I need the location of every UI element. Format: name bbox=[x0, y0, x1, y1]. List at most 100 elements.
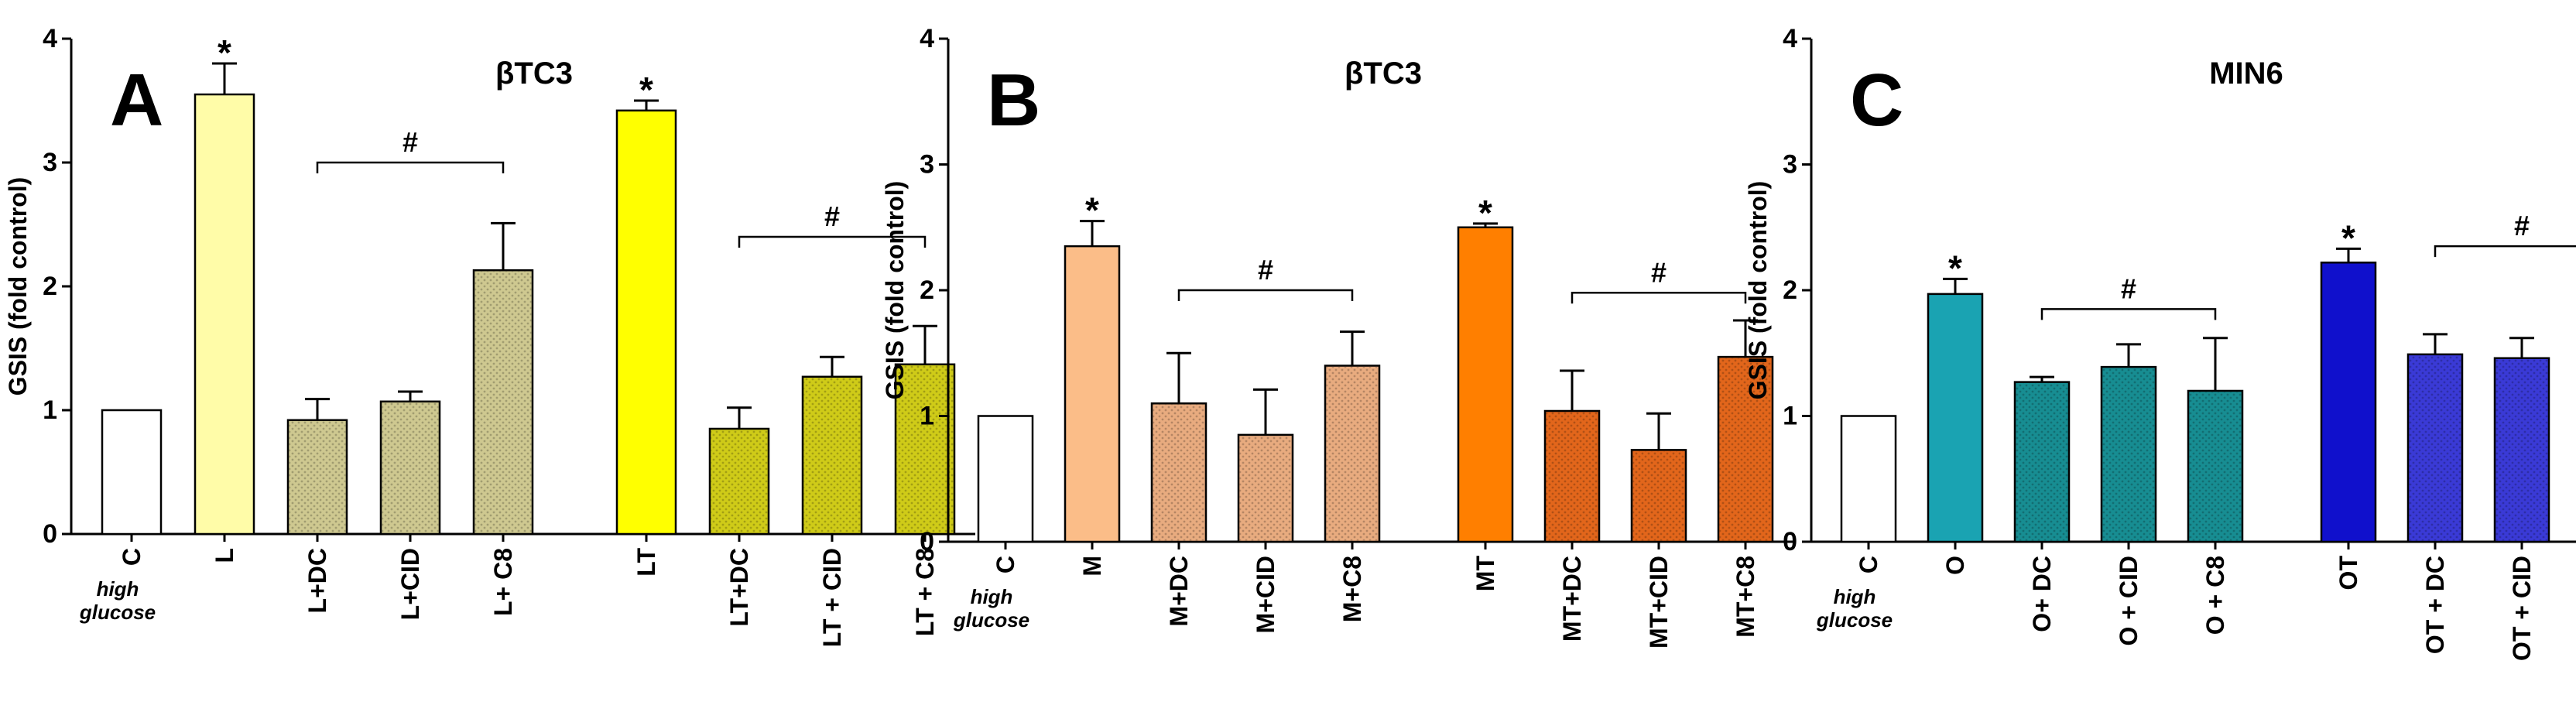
significance-hash: # bbox=[824, 200, 840, 232]
panel-letter: A bbox=[110, 59, 163, 142]
bar bbox=[1840, 415, 1897, 543]
x-tick-label: MT+DC bbox=[1558, 556, 1586, 642]
bar-texture bbox=[2496, 359, 2548, 541]
high-glucose-note: high bbox=[971, 585, 1013, 608]
bar-texture bbox=[1719, 358, 1772, 541]
significance-star: * bbox=[639, 70, 653, 110]
x-tick-label: LT + CID bbox=[818, 548, 846, 647]
y-tick-label: 1 bbox=[43, 395, 57, 425]
significance-hash: # bbox=[2121, 272, 2136, 304]
y-tick-label: 3 bbox=[1783, 150, 1797, 180]
x-tick-label: O bbox=[1941, 556, 1969, 575]
bar-texture bbox=[1632, 450, 1685, 541]
x-tick-label: L+ C8 bbox=[489, 548, 517, 616]
y-tick-label: 4 bbox=[43, 24, 57, 53]
bar-texture bbox=[803, 378, 861, 533]
bar-texture bbox=[2189, 392, 2242, 541]
panel-letter: C bbox=[1850, 59, 1903, 142]
y-tick-label: 3 bbox=[920, 150, 934, 180]
significance-bracket bbox=[1177, 289, 1354, 301]
x-tick-label: M+C8 bbox=[1338, 556, 1366, 622]
x-tick-label: L+DC bbox=[303, 548, 331, 613]
y-tick-label: 0 bbox=[43, 519, 57, 549]
significance-bracket bbox=[2434, 245, 2576, 258]
bar-texture bbox=[2016, 383, 2068, 541]
x-tick-label: LT bbox=[632, 548, 660, 577]
y-axis-label: GSIS (fold control) bbox=[4, 177, 32, 396]
bar-texture bbox=[896, 365, 954, 533]
bar bbox=[977, 415, 1034, 543]
high-glucose-note: high bbox=[1834, 585, 1876, 608]
high-glucose-note: glucose bbox=[79, 601, 156, 624]
chart-panel-c: 0 1 2 3 4 GSIS (fold control) C MIN6 C * O O+ DC O +… bbox=[1744, 24, 2576, 661]
y-tick-label: 3 bbox=[43, 148, 57, 177]
x-tick-label: M+DC bbox=[1165, 556, 1193, 627]
significance-bracket bbox=[2040, 308, 2217, 320]
bar bbox=[1927, 293, 1984, 543]
chart-panel-b: 0 1 2 3 4 GSIS (fold control) B βTC3 C * M M+DC M+CI… bbox=[881, 24, 1793, 649]
y-tick-label: 0 bbox=[920, 527, 934, 556]
bar bbox=[194, 93, 255, 536]
high-glucose-note: glucose bbox=[1816, 608, 1893, 632]
x-tick-label: M bbox=[1078, 556, 1106, 577]
y-axis-label: GSIS (fold control) bbox=[881, 181, 909, 400]
panel-letter: B bbox=[987, 59, 1040, 142]
bar-texture bbox=[2409, 355, 2461, 541]
x-tick-label: OT + CID bbox=[2508, 556, 2536, 661]
significance-star: * bbox=[1085, 190, 1099, 231]
x-tick-label: O+ DC bbox=[2028, 556, 2056, 632]
chart-title: βTC3 bbox=[495, 56, 573, 91]
x-tick-label: C bbox=[1855, 556, 1882, 573]
y-tick-label: 1 bbox=[1783, 402, 1797, 431]
y-tick-label: 4 bbox=[920, 24, 934, 53]
bar-texture bbox=[382, 402, 439, 533]
y-tick-label: 2 bbox=[1783, 276, 1797, 305]
y-tick-label: 0 bbox=[1783, 527, 1797, 556]
significance-hash: # bbox=[1651, 256, 1667, 288]
bar-texture bbox=[2102, 368, 2155, 541]
x-tick-label: LT+DC bbox=[725, 548, 753, 627]
bar bbox=[2320, 262, 2377, 543]
x-tick-label: C bbox=[118, 548, 146, 566]
chart-title: MIN6 bbox=[2209, 56, 2283, 91]
significance-bracket bbox=[738, 235, 927, 248]
x-tick-label: M+CID bbox=[1252, 556, 1279, 633]
high-glucose-note: glucose bbox=[953, 608, 1029, 632]
chart-panel-a: 0 1 2 3 4 GSIS (fold control) A βTC3 C * L L+DC L+CI… bbox=[4, 24, 975, 647]
bar bbox=[101, 409, 163, 536]
bar-texture bbox=[289, 421, 346, 533]
x-tick-label: OT + DC bbox=[2421, 556, 2449, 654]
x-tick-label: OT bbox=[2334, 556, 2362, 590]
y-tick-label: 2 bbox=[43, 272, 57, 301]
x-tick-label: MT+C8 bbox=[1732, 556, 1759, 638]
y-tick-label: 4 bbox=[1783, 24, 1797, 53]
significance-bracket bbox=[316, 161, 505, 173]
x-tick-label: LT + C8 bbox=[911, 548, 939, 636]
significance-hash: # bbox=[2514, 210, 2530, 241]
chart-title: βTC3 bbox=[1345, 56, 1422, 91]
significance-bracket bbox=[1571, 292, 1747, 304]
significance-star: * bbox=[1948, 248, 1962, 288]
y-tick-label: 2 bbox=[920, 276, 934, 305]
bar-texture bbox=[711, 430, 768, 533]
y-tick-label: 1 bbox=[920, 402, 934, 431]
x-tick-label: L+CID bbox=[396, 548, 424, 620]
bar-texture bbox=[1546, 412, 1598, 541]
bar bbox=[615, 109, 677, 536]
bar-texture bbox=[1326, 367, 1379, 541]
significance-hash: # bbox=[402, 126, 418, 158]
x-tick-label: L bbox=[211, 548, 238, 563]
bar-texture bbox=[1239, 436, 1292, 541]
high-glucose-note: high bbox=[97, 577, 139, 601]
bar bbox=[1457, 226, 1514, 543]
bar-texture bbox=[1153, 404, 1205, 541]
significance-hash: # bbox=[1258, 254, 1273, 286]
y-axis-label: GSIS (fold control) bbox=[1744, 181, 1772, 400]
x-tick-label: O + C8 bbox=[2201, 556, 2229, 635]
x-tick-label: MT+CID bbox=[1645, 556, 1673, 649]
x-tick-label: MT bbox=[1471, 556, 1499, 592]
bar-texture bbox=[474, 271, 532, 533]
significance-star: * bbox=[218, 33, 231, 73]
